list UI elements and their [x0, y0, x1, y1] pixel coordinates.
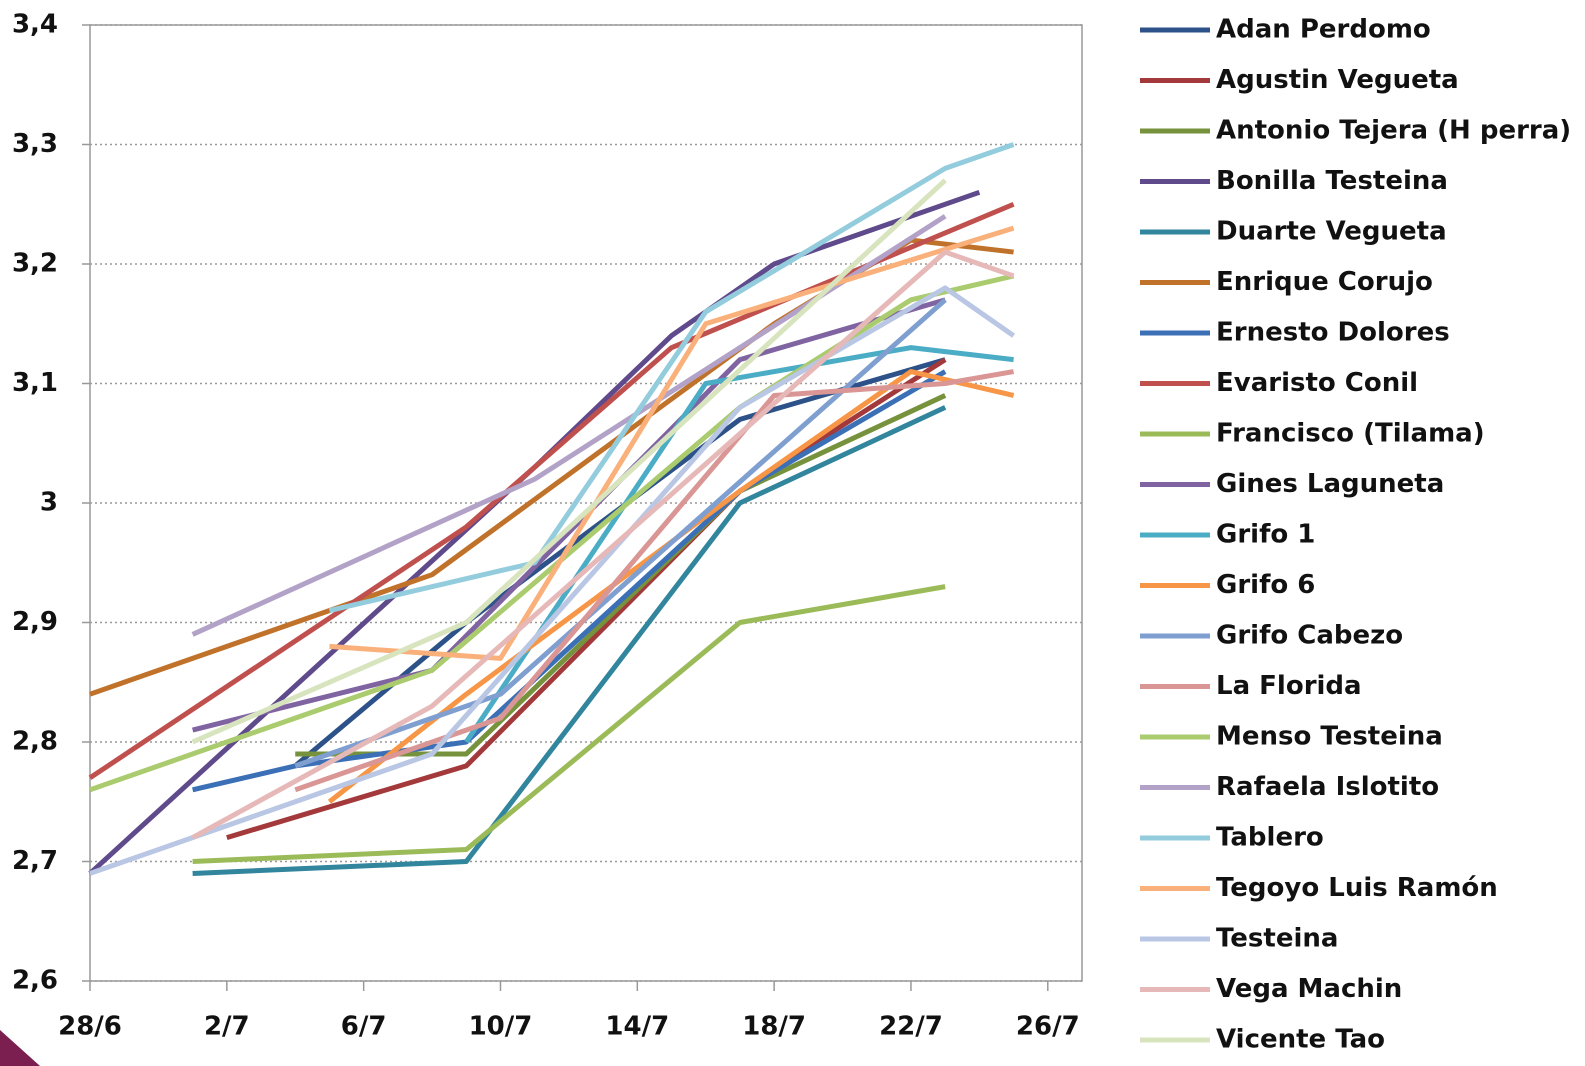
series-line	[294, 369, 1015, 793]
legend-label: Antonio Tejera (H perra)	[1216, 116, 1571, 146]
legend-label: Menso Testeina	[1216, 722, 1443, 752]
y-tick-label: 3,3	[12, 129, 58, 159]
legend-label: Tablero	[1216, 823, 1324, 853]
legend-label: Grifo 1	[1216, 520, 1315, 550]
legend-label: Grifo 6	[1216, 570, 1315, 600]
series-line	[192, 584, 946, 864]
y-tick-label: 2,7	[12, 846, 58, 876]
legend-label: Vega Machin	[1216, 974, 1402, 1004]
x-tick-label: 6/7	[341, 1012, 387, 1042]
x-tick-label: 22/7	[879, 1012, 943, 1042]
series-line	[191, 249, 1015, 840]
series-line	[191, 178, 947, 745]
y-tick-label: 3,2	[12, 249, 58, 279]
legend-label: Adan Perdomo	[1216, 15, 1431, 45]
x-tick-label: 18/7	[742, 1012, 806, 1042]
series-line	[226, 357, 947, 840]
legend-label: Duarte Vegueta	[1216, 217, 1447, 247]
y-tick-label: 2,9	[12, 607, 58, 637]
legend-label: Evaristo Conil	[1216, 368, 1418, 398]
legend-label: Enrique Corujo	[1216, 267, 1433, 297]
legend-label: Bonilla Testeina	[1216, 166, 1448, 196]
series-line	[192, 405, 947, 876]
legend-label: Testeina	[1216, 924, 1338, 954]
y-tick-label: 3,1	[12, 368, 58, 398]
x-tick-label: 14/7	[605, 1012, 669, 1042]
legend-label: Rafaela Islotito	[1216, 772, 1439, 802]
legend-label: Ernesto Dolores	[1216, 318, 1450, 348]
series-line	[327, 369, 1015, 804]
legend-label: Vicente Tao	[1216, 1025, 1385, 1055]
series-line	[89, 285, 1016, 876]
y-tick-label: 3	[40, 488, 58, 518]
series-line	[88, 201, 1015, 780]
series-line	[294, 297, 947, 769]
legend-label: Gines Laguneta	[1216, 469, 1444, 499]
y-tick-label: 3,4	[12, 10, 58, 40]
x-tick-label: 28/6	[58, 1012, 122, 1042]
legend-label: Agustin Vegueta	[1216, 65, 1459, 95]
legend-label: Grifo Cabezo	[1216, 621, 1403, 651]
series-line	[329, 225, 1015, 661]
x-tick-label: 2/7	[204, 1012, 250, 1042]
y-tick-label: 2,8	[12, 727, 58, 757]
corner-decoration	[0, 1030, 40, 1066]
legend-label: La Florida	[1216, 671, 1362, 701]
legend-label: Tegoyo Luis Ramón	[1216, 873, 1498, 903]
x-tick-label: 10/7	[469, 1012, 533, 1042]
y-tick-label: 2,6	[12, 966, 58, 996]
series-line	[88, 189, 981, 876]
series-line	[328, 142, 1015, 613]
legend-label: Francisco (Tilama)	[1216, 419, 1485, 449]
x-tick-label: 26/7	[1016, 1012, 1080, 1042]
